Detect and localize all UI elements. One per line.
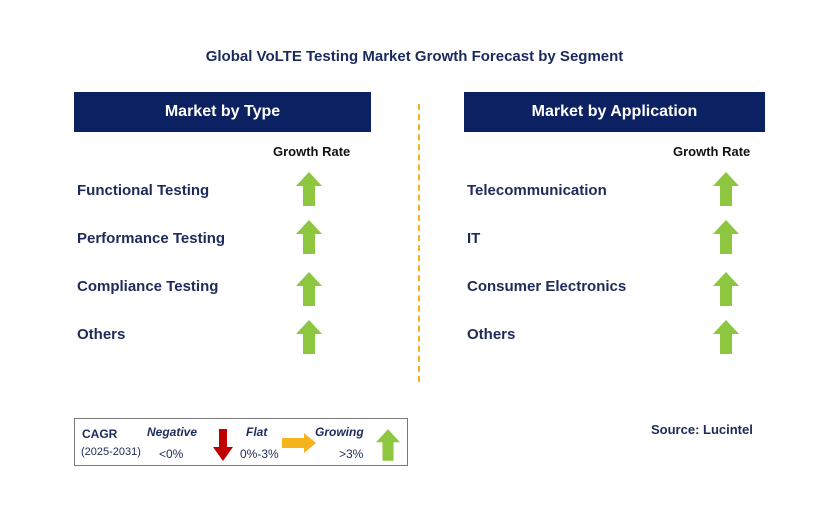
growing-arrow-icon [713, 220, 739, 254]
growing-arrow-icon [713, 172, 739, 206]
type-item-functional-testing: Functional Testing [77, 182, 210, 199]
growing-arrow-icon [296, 172, 322, 206]
legend-flat-range: 0%-3% [240, 447, 279, 461]
chart-title: Global VoLTE Testing Market Growth Forec… [205, 48, 624, 65]
type-item-others: Others [77, 326, 126, 343]
growing-arrow-icon [713, 320, 739, 354]
legend-negative-label: Negative [147, 425, 198, 439]
type-growth-rate-label: Growth Rate [273, 144, 351, 159]
growing-arrow-icon [296, 220, 322, 254]
type-item-compliance-testing: Compliance Testing [77, 278, 219, 295]
legend-period: (2025-2031) [81, 446, 141, 458]
growing-arrow-icon [713, 272, 739, 306]
legend-cagr-label: CAGR [82, 427, 118, 441]
flat-arrow-icon [282, 433, 316, 453]
application-item-telecommunication: Telecommunication [467, 182, 607, 199]
legend-growing-label: Growing [315, 425, 364, 439]
negative-arrow-icon [213, 429, 233, 461]
type-item-performance-testing: Performance Testing [77, 230, 226, 247]
growing-arrow-icon [296, 272, 322, 306]
cagr-legend: CAGR (2025-2031) Negative <0% Flat 0%-3%… [74, 418, 408, 466]
application-item-consumer-electronics: Consumer Electronics [467, 278, 627, 295]
legend-growing-range: >3% [339, 447, 364, 461]
application-item-it: IT [467, 230, 481, 247]
growing-arrow-icon [296, 320, 322, 354]
application-panel-header: Market by Application [464, 92, 765, 132]
application-item-others: Others [467, 326, 516, 343]
legend-flat-label: Flat [246, 425, 268, 439]
growing-arrow-icon [376, 429, 400, 461]
panel-divider [418, 104, 420, 382]
legend-negative-range: <0% [159, 447, 184, 461]
application-growth-rate-label: Growth Rate [673, 144, 751, 159]
type-panel-header: Market by Type [74, 92, 371, 132]
source-note: Source: Lucintel [651, 422, 753, 437]
